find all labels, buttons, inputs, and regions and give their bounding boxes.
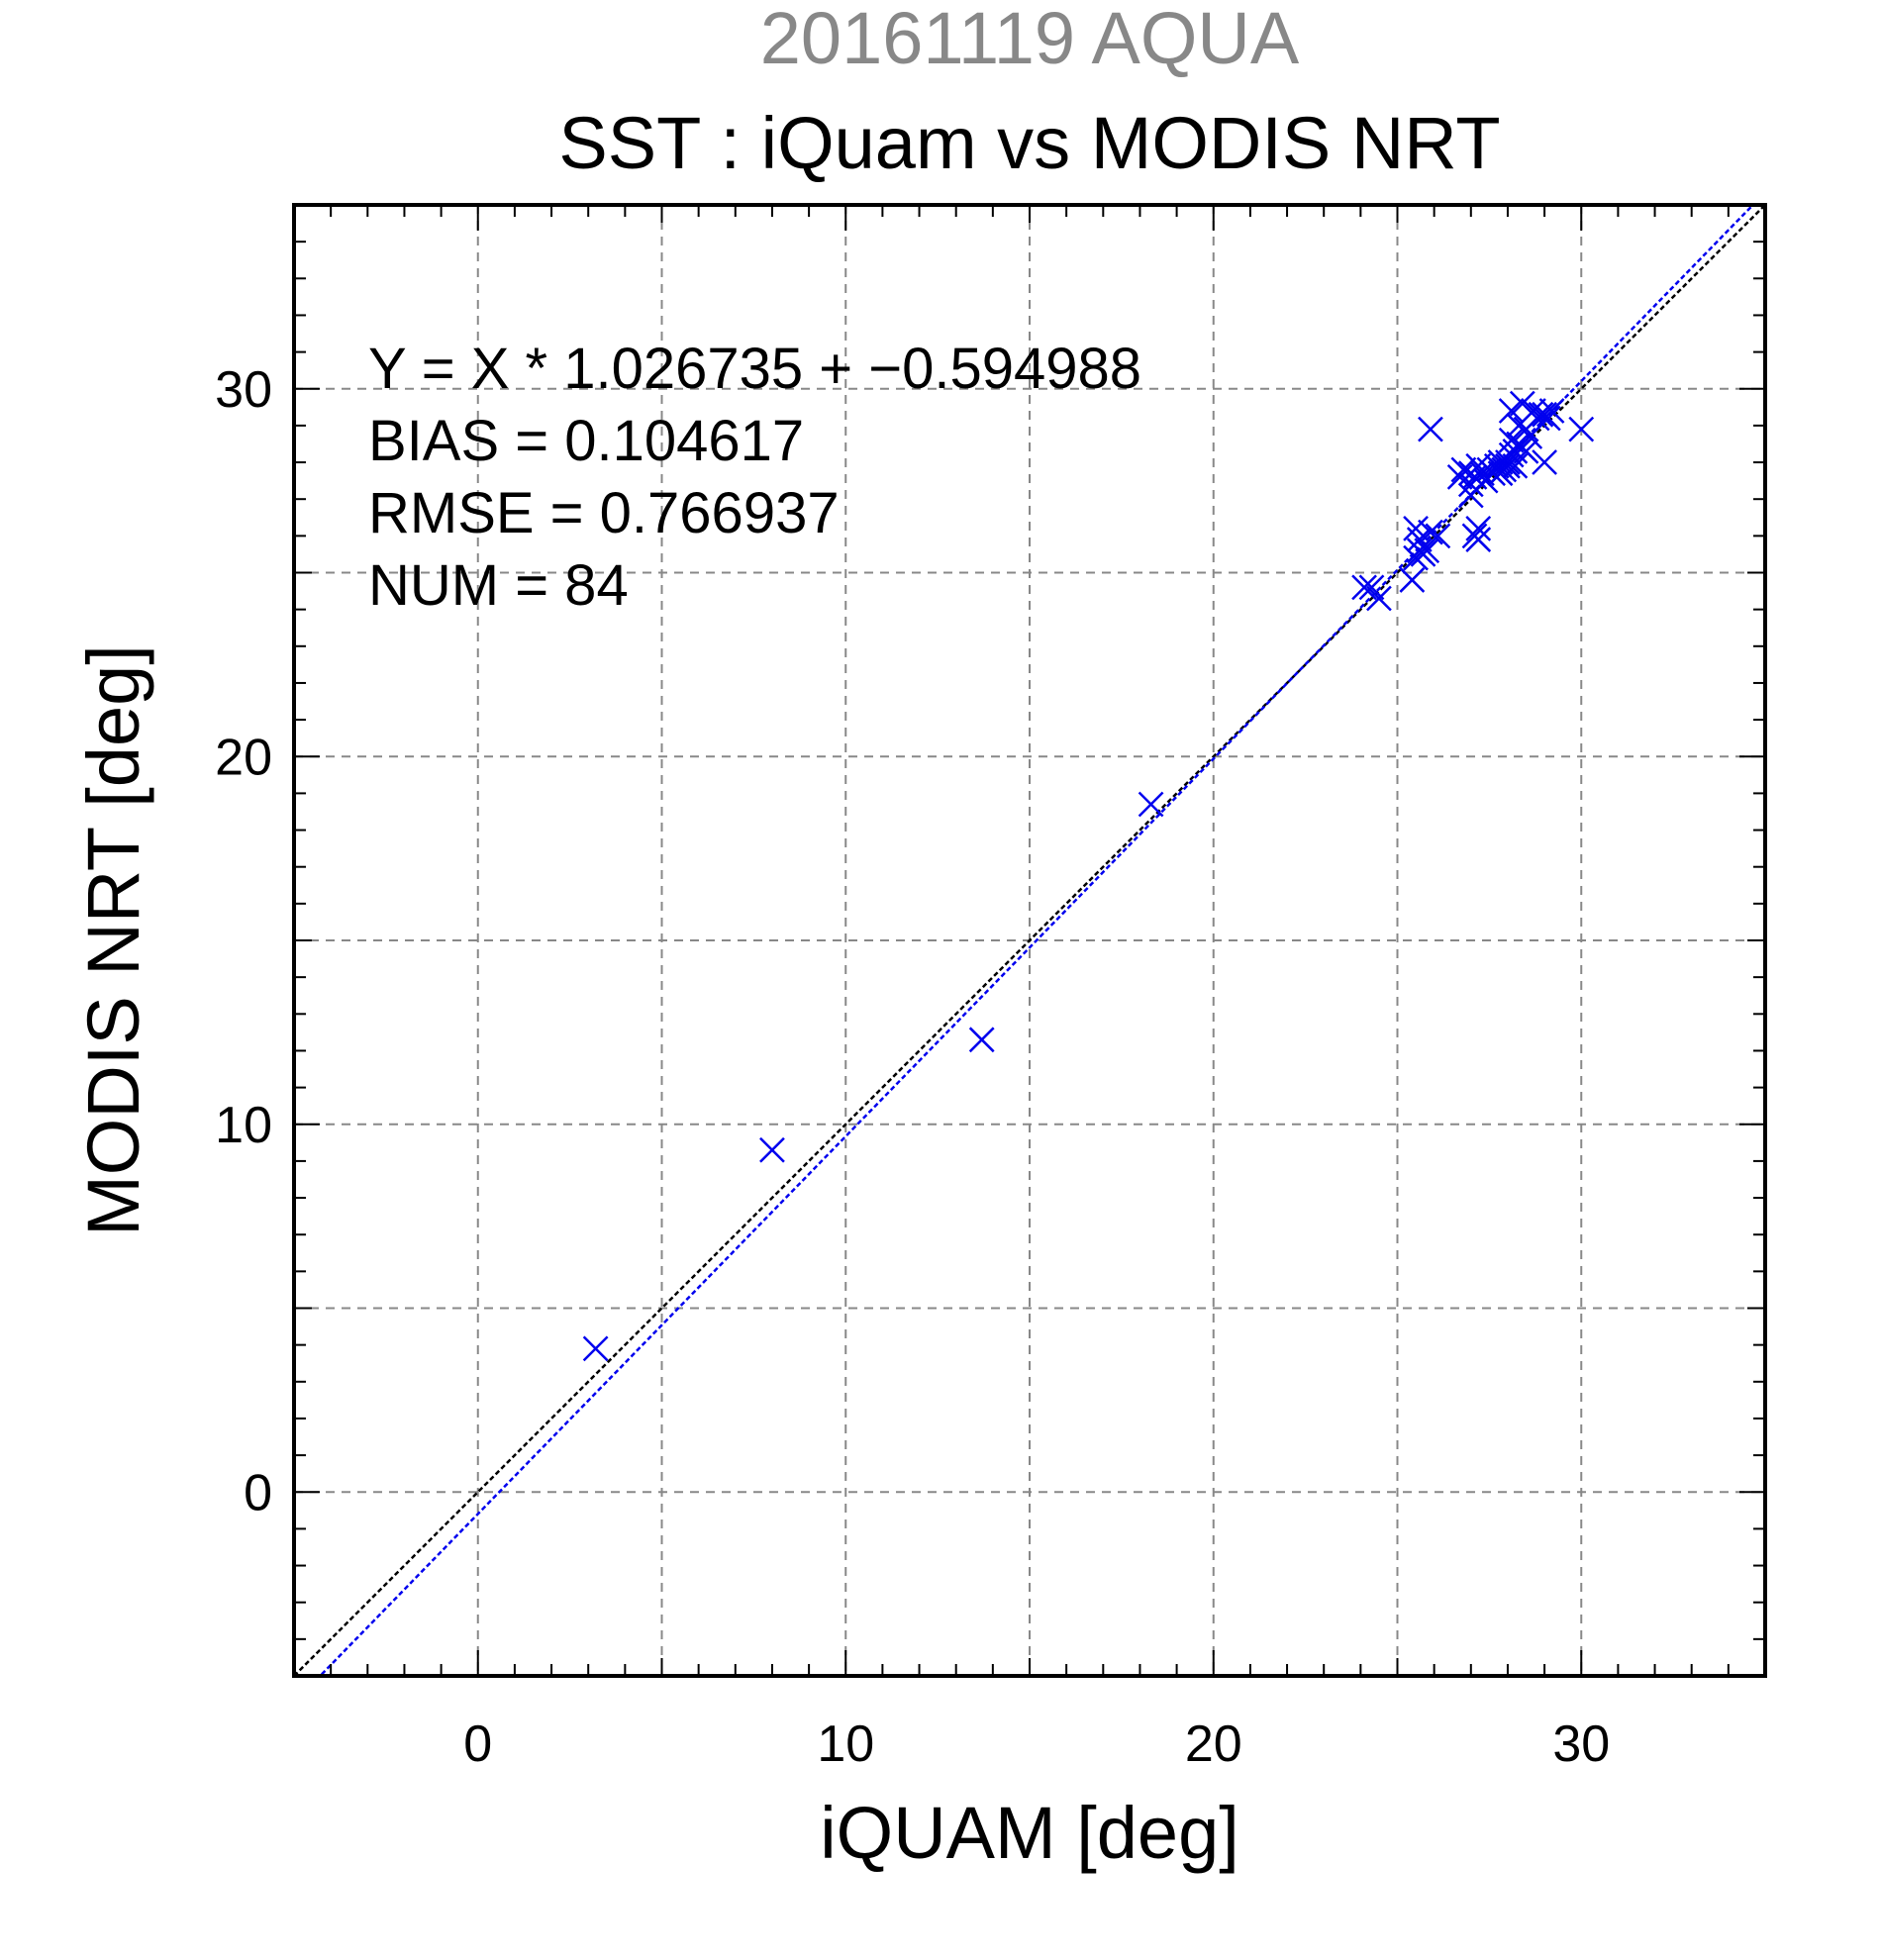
reference-lines <box>294 205 1765 1676</box>
data-point-stroke <box>1406 527 1433 552</box>
chart-title: 20161119 AQUA <box>760 0 1300 79</box>
stat-line: BIAS = 0.104617 <box>368 409 804 473</box>
data-point <box>968 1027 995 1053</box>
data-point-stroke <box>1538 398 1565 424</box>
data-point <box>1358 574 1385 601</box>
x-tick-label: 0 <box>463 1715 492 1773</box>
x-axis-label: iQUAM [deg] <box>820 1792 1239 1874</box>
data-point <box>1418 416 1443 442</box>
data-point-stroke <box>1465 452 1492 479</box>
x-tick-label: 20 <box>1185 1715 1242 1773</box>
data-point <box>1534 405 1561 432</box>
data-point <box>1538 398 1565 424</box>
data-point <box>759 1136 785 1163</box>
data-point-stroke <box>1403 516 1429 541</box>
data-point <box>1138 791 1164 818</box>
y-tick-label: 20 <box>215 729 272 786</box>
data-point-stroke <box>1358 574 1385 601</box>
data-point-stroke <box>1568 416 1595 442</box>
x-tick-label: 10 <box>817 1715 874 1773</box>
data-point <box>1568 416 1595 442</box>
data-point-stroke <box>968 1027 995 1053</box>
y-tick-label: 30 <box>215 361 272 419</box>
data-point <box>1532 449 1557 475</box>
data-point-stroke <box>1351 574 1377 601</box>
stat-line: Y = X * 1.026735 + −0.594988 <box>368 337 1141 401</box>
data-point-stroke <box>1418 416 1443 442</box>
data-point <box>1399 567 1426 593</box>
data-point-stroke <box>1414 538 1440 564</box>
data-point-stroke <box>1425 523 1451 549</box>
y-tick-labels: 0 10 20 30 <box>215 361 272 1522</box>
data-point <box>1498 398 1525 424</box>
x-tick-label: 30 <box>1552 1715 1610 1773</box>
data-point <box>1366 585 1392 612</box>
data-point-stroke <box>1469 460 1495 487</box>
data-point-stroke <box>759 1136 785 1163</box>
data-point-stroke <box>1465 516 1492 541</box>
data-points <box>582 390 1595 1362</box>
data-point-stroke <box>582 1335 609 1362</box>
grid-lines <box>294 205 1765 1676</box>
data-point-stroke <box>1521 398 1546 424</box>
data-point-stroke <box>1534 405 1561 432</box>
data-point <box>582 1335 609 1362</box>
data-point <box>1513 439 1539 464</box>
statistics-box: Y = X * 1.026735 + −0.594988 BIAS = 0.104… <box>368 337 1141 618</box>
data-point <box>1351 574 1377 601</box>
data-point-stroke <box>1465 527 1492 552</box>
data-point-stroke <box>1509 390 1535 417</box>
regression-line <box>318 205 1755 1676</box>
data-point-stroke <box>1418 519 1443 545</box>
data-point-stroke <box>1513 439 1539 464</box>
data-point <box>1425 523 1451 549</box>
data-point-stroke <box>1498 427 1525 453</box>
y-tick-label: 0 <box>244 1464 272 1521</box>
data-point-stroke <box>1532 449 1557 475</box>
data-point-stroke <box>1498 398 1525 424</box>
y-tick-label: 10 <box>215 1097 272 1154</box>
data-point <box>1418 519 1443 545</box>
x-tick-labels: 0 10 20 30 <box>463 1715 1610 1773</box>
stat-line: NUM = 84 <box>368 553 629 618</box>
identity-line <box>294 205 1765 1676</box>
data-point-stroke <box>1366 585 1392 612</box>
data-point-stroke <box>1138 791 1164 818</box>
data-point <box>1465 527 1492 552</box>
stat-line: RMSE = 0.766937 <box>368 481 840 545</box>
data-point-stroke <box>1399 567 1426 593</box>
chart-subtitle: SST : iQuam vs MODIS NRT <box>558 102 1500 184</box>
data-point <box>1465 516 1492 541</box>
data-point-stroke <box>1403 544 1429 571</box>
y-axis-label: MODIS NRT [deg] <box>72 644 154 1236</box>
plot-frame <box>292 203 1767 1678</box>
data-point <box>1469 460 1495 487</box>
